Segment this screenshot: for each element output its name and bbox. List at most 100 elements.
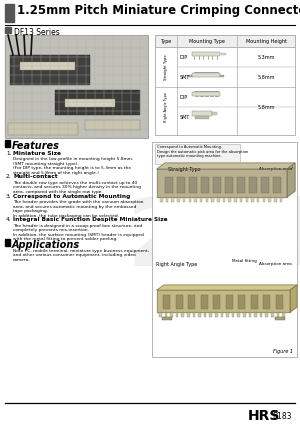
Bar bbox=[213, 177, 221, 193]
Bar bbox=[275, 317, 285, 320]
Bar bbox=[155, 35, 295, 47]
Bar bbox=[220, 75, 224, 77]
Text: 3.: 3. bbox=[6, 194, 12, 199]
Bar bbox=[188, 295, 195, 309]
Text: 1.25mm Pitch Miniature Crimping Connector: 1.25mm Pitch Miniature Crimping Connecto… bbox=[17, 4, 300, 17]
Bar bbox=[232, 312, 234, 317]
Bar bbox=[194, 197, 197, 202]
Text: Mounting Type: Mounting Type bbox=[189, 39, 225, 43]
Bar bbox=[171, 197, 174, 202]
Text: 263: 263 bbox=[126, 194, 300, 286]
Bar bbox=[20, 62, 75, 70]
Text: The double row type achieves the multi-contact up to 40
contacts, and secures 30: The double row type achieves the multi-c… bbox=[13, 181, 141, 194]
Text: Applications: Applications bbox=[12, 240, 80, 250]
Bar bbox=[238, 295, 245, 309]
Text: Correspond to Automatic Mounting: Correspond to Automatic Mounting bbox=[13, 194, 130, 199]
Bar bbox=[220, 312, 223, 317]
Bar bbox=[274, 197, 277, 202]
Bar bbox=[245, 197, 248, 202]
Text: Note PC, mobile terminal, miniature type business equipment,
and other various c: Note PC, mobile terminal, miniature type… bbox=[13, 249, 149, 262]
Bar bbox=[237, 177, 245, 193]
Text: Miniature Size: Miniature Size bbox=[13, 151, 61, 156]
Bar bbox=[176, 312, 178, 317]
Bar bbox=[192, 92, 220, 96]
Bar bbox=[262, 197, 265, 202]
Bar bbox=[188, 75, 192, 77]
Text: SMT: SMT bbox=[180, 114, 190, 119]
Polygon shape bbox=[157, 290, 290, 312]
Bar bbox=[177, 197, 180, 202]
Text: B183: B183 bbox=[272, 412, 292, 421]
Bar bbox=[277, 312, 279, 317]
Text: 1.: 1. bbox=[6, 151, 11, 156]
Text: SMT: SMT bbox=[180, 74, 190, 79]
Text: Type: Type bbox=[160, 39, 172, 43]
Bar bbox=[162, 317, 172, 320]
Bar bbox=[212, 112, 217, 115]
Bar bbox=[5, 4, 14, 22]
Bar bbox=[225, 177, 233, 193]
Text: Absorption area: Absorption area bbox=[259, 167, 292, 171]
Bar bbox=[261, 177, 269, 193]
Bar bbox=[249, 312, 251, 317]
Bar bbox=[192, 111, 212, 116]
Polygon shape bbox=[290, 285, 297, 312]
Bar bbox=[165, 312, 167, 317]
Bar bbox=[243, 312, 245, 317]
Text: The header provides the grade with the vacuum absorption
area, and secures autom: The header provides the grade with the v… bbox=[13, 200, 143, 218]
Bar bbox=[192, 73, 220, 77]
Bar bbox=[165, 177, 173, 193]
Bar bbox=[195, 116, 209, 119]
Bar bbox=[268, 197, 271, 202]
Bar bbox=[183, 197, 185, 202]
Bar bbox=[5, 35, 148, 138]
Bar bbox=[176, 295, 182, 309]
Bar bbox=[234, 197, 237, 202]
Bar bbox=[271, 312, 274, 317]
Bar bbox=[200, 197, 202, 202]
Text: Correspond to Automatic Mounting.
Design the automatic pick area for the absorpt: Correspond to Automatic Mounting. Design… bbox=[157, 145, 248, 158]
Bar bbox=[249, 177, 257, 193]
Polygon shape bbox=[157, 285, 297, 290]
Text: Mounting Height: Mounting Height bbox=[245, 39, 286, 43]
Bar bbox=[215, 312, 218, 317]
Bar bbox=[254, 312, 257, 317]
Text: Absorption area: Absorption area bbox=[259, 262, 292, 266]
Text: Straight Type: Straight Type bbox=[164, 54, 168, 80]
Bar bbox=[160, 197, 163, 202]
Bar bbox=[85, 120, 140, 130]
Bar bbox=[159, 312, 161, 317]
Bar bbox=[221, 53, 226, 55]
Bar bbox=[228, 197, 231, 202]
Text: Multi-contact: Multi-contact bbox=[13, 174, 58, 179]
Text: Figure 1: Figure 1 bbox=[273, 349, 293, 354]
Bar bbox=[226, 312, 229, 317]
Text: 4.: 4. bbox=[6, 218, 12, 222]
Text: 2.: 2. bbox=[6, 174, 12, 179]
Bar bbox=[200, 295, 208, 309]
Bar bbox=[237, 312, 240, 317]
Bar bbox=[155, 35, 295, 135]
Bar bbox=[65, 99, 115, 107]
Bar bbox=[251, 197, 254, 202]
Bar bbox=[187, 312, 190, 317]
Text: Integral Basic Function Despite Miniature Size: Integral Basic Function Despite Miniatur… bbox=[13, 218, 168, 222]
Bar bbox=[10, 55, 90, 85]
Bar bbox=[263, 295, 270, 309]
Bar bbox=[240, 197, 242, 202]
Bar bbox=[5, 140, 10, 147]
Bar bbox=[280, 197, 282, 202]
Bar bbox=[182, 312, 184, 317]
Bar bbox=[55, 90, 140, 115]
Bar bbox=[5, 239, 10, 246]
Bar bbox=[189, 177, 197, 193]
Bar bbox=[198, 312, 201, 317]
Bar bbox=[5, 27, 11, 33]
Bar bbox=[193, 312, 195, 317]
Text: HRS: HRS bbox=[248, 409, 280, 423]
Polygon shape bbox=[157, 169, 287, 197]
Text: The header is designed in a scoop-proof box structure, and
completely prevents m: The header is designed in a scoop-proof … bbox=[13, 224, 144, 241]
Text: DIP: DIP bbox=[180, 54, 188, 60]
Bar bbox=[177, 177, 185, 193]
Bar bbox=[211, 197, 214, 202]
